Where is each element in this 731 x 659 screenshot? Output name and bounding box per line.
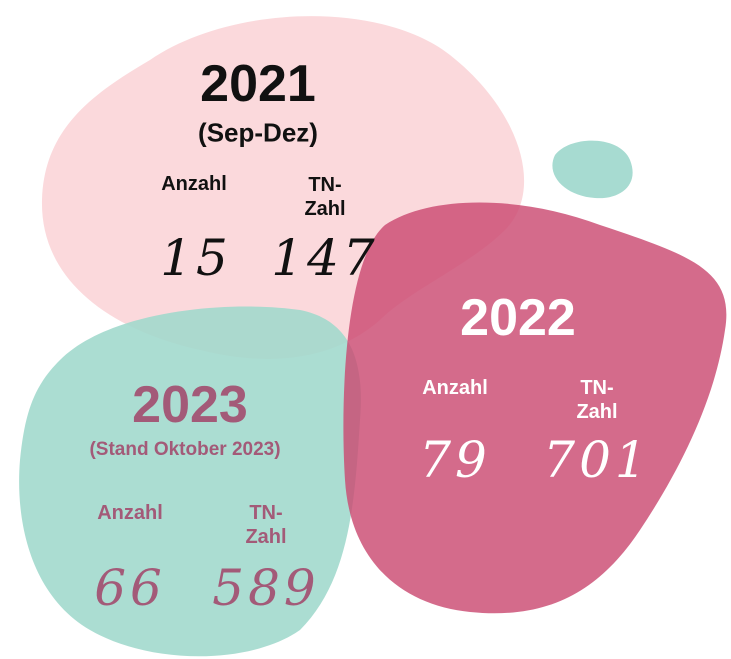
- participants-label: TN-Zahl: [572, 376, 622, 424]
- participants: 701: [543, 431, 650, 489]
- participants: 589: [212, 559, 319, 617]
- count-label: Anzahl: [422, 376, 488, 400]
- count-label: Anzahl: [97, 501, 163, 525]
- blob-2022: [343, 203, 726, 614]
- subtitle: (Stand Oktober 2023): [89, 439, 280, 461]
- page: 2021 (Sep-Dez) Anzahl TN-Zahl 15 147 202…: [0, 0, 731, 659]
- title: 2023: [132, 375, 248, 435]
- count: 66: [94, 559, 166, 617]
- participants-label: TN-Zahl: [241, 501, 291, 549]
- participants: 147: [271, 229, 378, 287]
- count: 79: [419, 431, 491, 489]
- count-label: Anzahl: [161, 172, 227, 196]
- title: 2021: [200, 54, 316, 114]
- participants-label: TN-Zahl: [300, 173, 350, 221]
- subtitle: (Sep-Dez): [198, 118, 318, 149]
- title: 2022: [460, 288, 576, 348]
- count: 15: [160, 229, 232, 287]
- blob-small: [552, 141, 632, 199]
